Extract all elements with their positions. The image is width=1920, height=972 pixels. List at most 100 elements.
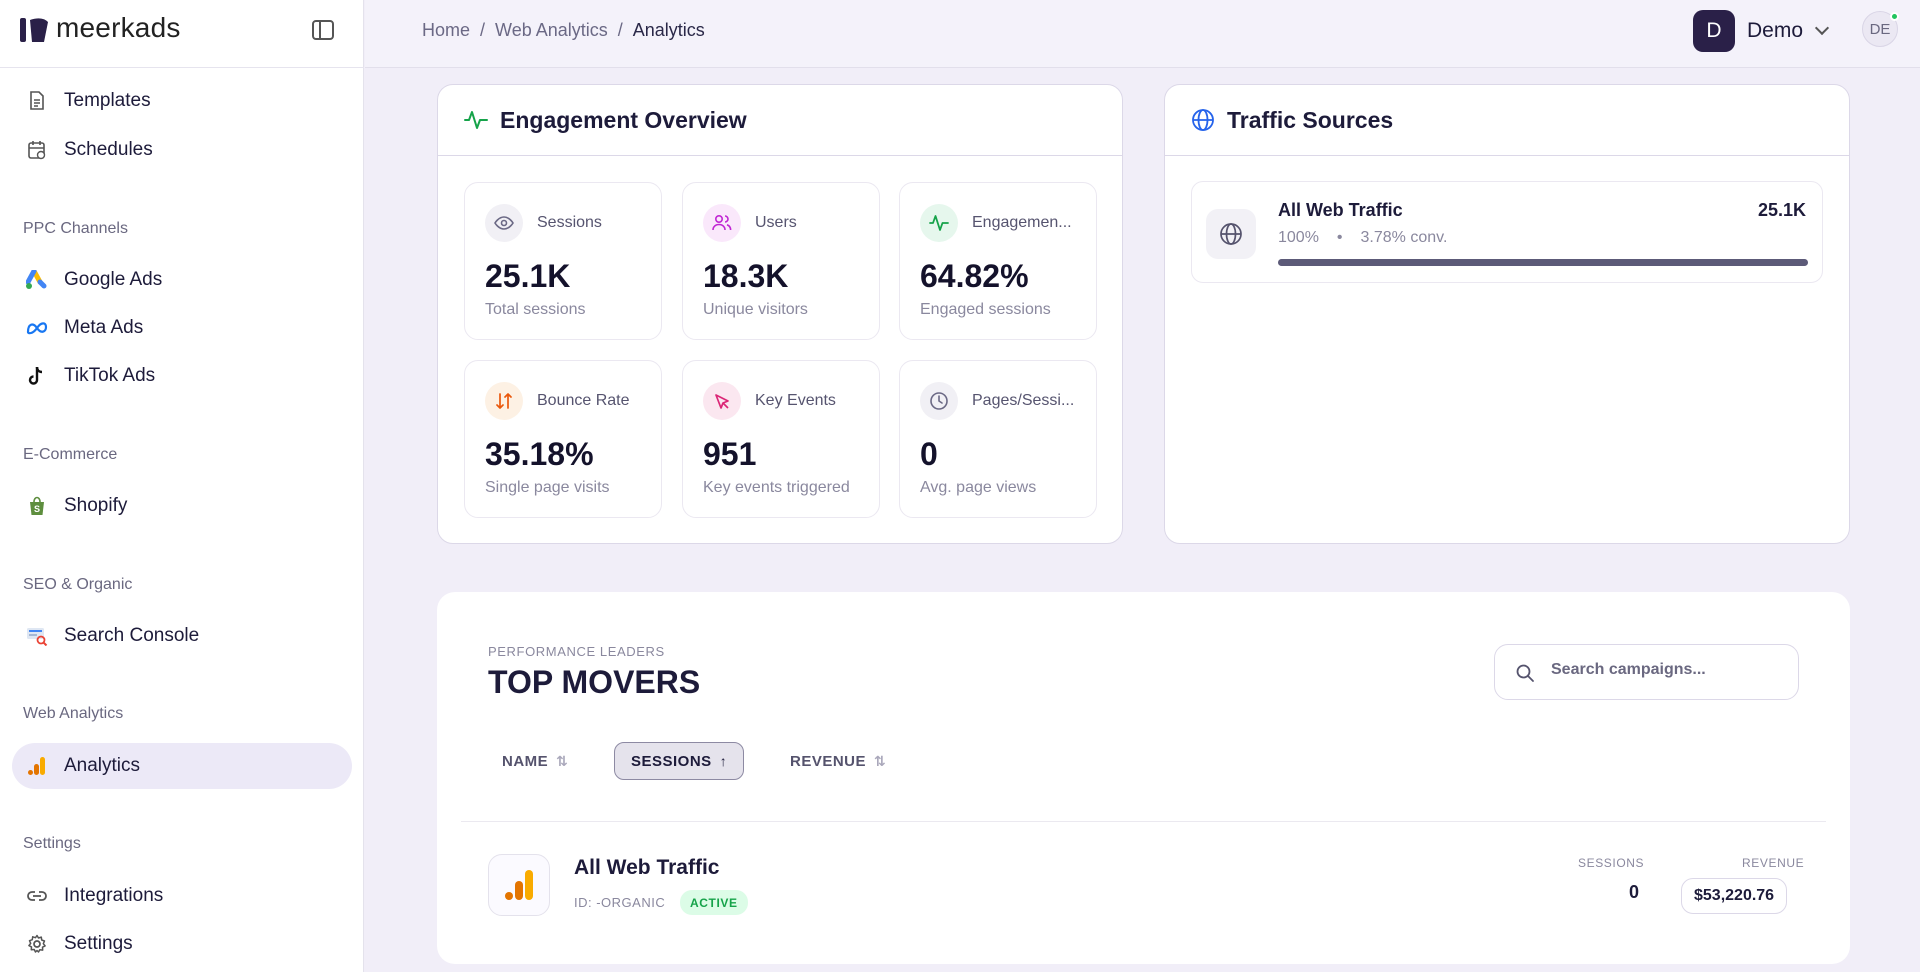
brand-bar: meerkads [0,0,364,68]
stat-label: Bounce Rate [537,392,630,409]
sidebar-item-integrations[interactable]: Integrations [12,873,352,919]
account-switcher[interactable]: D Demo [1693,10,1830,52]
tiktok-icon [26,365,48,387]
link-icon [26,885,48,907]
sessions-column-label: SESSIONS [1578,856,1645,870]
meta-icon [26,317,48,339]
sort-by-name-button[interactable]: NAME ⇅ [486,742,584,780]
sidebar-item-label: Schedules [64,139,153,160]
search-console-icon [26,625,48,647]
status-badge: ACTIVE [680,890,748,915]
stat-value: 35.18% [485,436,594,472]
engagement-overview-card: Engagement Overview Sessions 25.1K Total… [437,84,1123,544]
sidebar-item-analytics[interactable]: Analytics [12,743,352,789]
traffic-share-bar [1278,259,1808,266]
sidebar-item-label: Meta Ads [64,317,144,338]
sort-both-icon: ⇅ [556,752,569,769]
card-title: Traffic Sources [1227,106,1394,133]
breadcrumb-web-analytics[interactable]: Web Analytics [495,20,608,40]
sidebar-item-meta-ads[interactable]: Meta Ads [12,305,352,351]
sidebar-item-schedules[interactable]: Schedules [12,127,352,173]
sidebar-toggle-icon[interactable] [312,20,334,40]
account-avatar: D [1693,10,1735,52]
stat-value: 0 [920,436,938,472]
sidebar-item-label: Analytics [64,755,141,776]
stat-card-key-events: Key Events 951 Key events triggered [682,360,880,518]
sidebar-item-label: Templates [64,90,151,111]
globe-icon [1206,209,1256,259]
breadcrumb-home[interactable]: Home [422,20,471,40]
svg-text:S: S [34,504,40,514]
traffic-source-item[interactable]: All Web Traffic 25.1K 100% • 3.78% conv. [1191,181,1823,283]
arrow-up-icon: ↑ [719,753,728,769]
section-title-web-analytics: Web Analytics [23,705,124,722]
activity-icon [464,111,488,129]
sort-both-icon: ⇅ [874,752,887,769]
sidebar-item-templates[interactable]: Templates [12,78,352,124]
card-header: Traffic Sources [1165,85,1849,156]
stat-card-users: Users 18.3K Unique visitors [682,182,880,340]
stat-subtitle: Avg. page views [920,479,1037,496]
breadcrumb-separator: / [617,20,623,40]
sidebar-item-label: Search Console [64,625,200,646]
sidebar-item-label: Google Ads [64,269,163,290]
stat-subtitle: Single page visits [485,479,610,496]
stat-subtitle: Total sessions [485,301,586,318]
stat-subtitle: Key events triggered [703,479,850,496]
stat-subtitle: Unique visitors [703,301,808,318]
section-title-settings: Settings [23,835,81,852]
meerkads-logo-icon [20,18,48,42]
search-input[interactable] [1551,661,1781,679]
stat-label: Users [755,214,797,231]
users-icon [703,204,741,242]
section-title-ppc: PPC Channels [23,220,128,237]
swap-vertical-icon [485,382,523,420]
stat-card-bounce-rate: Bounce Rate 35.18% Single page visits [464,360,662,518]
shopify-icon: S [26,495,48,517]
stat-subtitle: Engaged sessions [920,301,1051,318]
chevron-down-icon [1814,20,1830,36]
sidebar-item-label: Shopify [64,495,128,516]
sort-label: SESSIONS [631,752,712,770]
breadcrumb: Home / Web Analytics / Analytics [422,20,705,41]
calendar-clock-icon [26,139,48,161]
analytics-icon [488,854,550,916]
brand-name: meerkads [56,12,181,43]
sort-label: NAME [502,752,549,770]
section-title-seo: SEO & Organic [23,576,133,593]
stat-label: Pages/Sessi... [972,392,1075,409]
sidebar-item-label: Integrations [64,885,164,906]
document-icon [26,90,48,112]
section-title: TOP MOVERS [488,664,701,700]
sidebar-item-label: TikTok Ads [64,365,156,386]
google-ads-icon [26,269,48,291]
gear-icon [26,933,48,955]
stat-label: Sessions [537,214,602,231]
sidebar-item-google-ads[interactable]: Google Ads [12,257,352,303]
revenue-column-label: REVENUE [1742,856,1805,870]
sidebar-item-search-console[interactable]: Search Console [12,613,352,659]
online-status-dot [1890,12,1899,21]
sidebar-item-settings[interactable]: Settings [12,921,352,967]
card-title: Engagement Overview [500,106,747,133]
campaign-search [1494,644,1799,700]
sidebar-item-label: Settings [64,933,133,954]
traffic-sources-card: Traffic Sources All Web Traffic 25.1K 10… [1164,84,1850,544]
clock-icon [920,382,958,420]
stat-label: Engagemen... [972,214,1072,231]
section-eyebrow: PERFORMANCE LEADERS [488,644,665,659]
traffic-source-meta: 100% • 3.78% conv. [1278,229,1447,247]
account-name: Demo [1747,19,1804,42]
stat-value: 951 [703,436,757,472]
sidebar-item-tiktok-ads[interactable]: TikTok Ads [12,353,352,399]
search-icon [1516,664,1534,682]
stat-value: 25.1K [485,258,571,294]
card-header: Engagement Overview [438,85,1122,156]
breadcrumb-separator: / [480,20,486,40]
stat-card-pages-per-session: Pages/Sessi... 0 Avg. page views [899,360,1097,518]
sort-by-sessions-button[interactable]: SESSIONS ↑ [614,742,745,780]
sort-by-revenue-button[interactable]: REVENUE ⇅ [774,742,902,780]
stat-card-engagement: Engagemen... 64.82% Engaged sessions [899,182,1097,340]
sidebar-item-shopify[interactable]: S Shopify [12,483,352,529]
top-bar: Home / Web Analytics / Analytics D Demo … [365,0,1920,68]
